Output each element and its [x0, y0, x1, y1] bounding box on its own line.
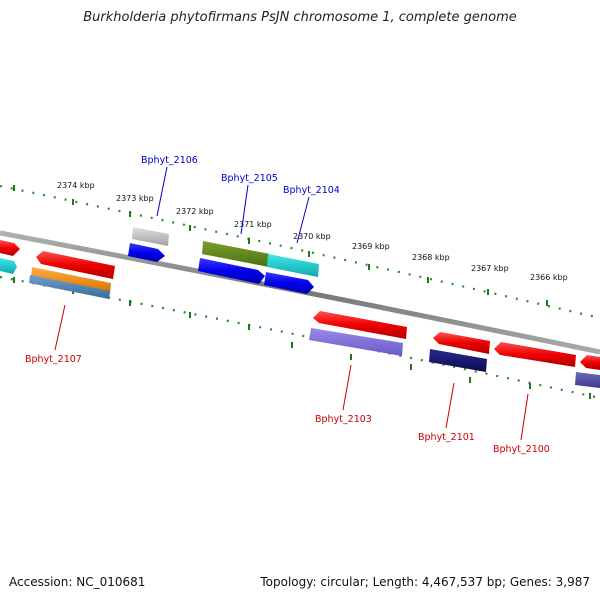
gene-arrow — [29, 275, 110, 299]
scale-labels: 2374 kbp 2373 kbp 2372 kbp 2371 kbp 2370… — [57, 181, 568, 282]
forward-leaders — [156, 166, 310, 244]
gene-label-reverse[interactable]: Bphyt_2101 — [418, 432, 475, 443]
forward-genes — [0, 227, 319, 294]
gene-arrow — [132, 227, 169, 246]
gene-arrow — [267, 254, 319, 277]
scale-label: 2373 kbp — [116, 194, 154, 203]
gene-arrow — [309, 328, 403, 356]
gene-label-forward[interactable]: Bphyt_2104 — [283, 185, 340, 196]
reverse-leaders — [54, 304, 529, 441]
outer-scale-track — [0, 184, 600, 320]
gene-arrow — [36, 251, 115, 279]
gene-arrow — [313, 311, 407, 339]
gene-arrow — [128, 243, 165, 262]
reverse-genes — [29, 251, 600, 388]
scale-label: 2366 kbp — [530, 273, 568, 282]
accession-text: Accession: NC_010681 — [9, 575, 146, 589]
gene-arrow — [202, 241, 270, 267]
scale-label: 2369 kbp — [352, 242, 390, 251]
gene-arrow — [198, 258, 265, 284]
scale-label: 2367 kbp — [471, 264, 509, 273]
gene-arrow — [0, 240, 20, 256]
gene-arrow — [0, 258, 17, 274]
scale-label: 2374 kbp — [57, 181, 95, 190]
map-title: Burkholderia phytofirmans PsJN chromosom… — [83, 10, 517, 25]
gene-arrow — [429, 349, 487, 372]
gene-arrow — [494, 342, 576, 367]
gene-label-forward[interactable]: Bphyt_2106 — [141, 155, 198, 166]
gene-label-forward[interactable]: Bphyt_2105 — [221, 173, 278, 184]
scale-label: 2368 kbp — [412, 253, 450, 262]
gene-label-reverse[interactable]: Bphyt_2107 — [25, 354, 82, 365]
outer-scale-ticks — [13, 185, 548, 306]
gene-arrow — [433, 332, 490, 354]
gene-arrow — [575, 372, 600, 388]
gene-label-reverse[interactable]: Bphyt_2103 — [315, 414, 372, 425]
gene-arrow — [264, 272, 314, 294]
scale-label: 2371 kbp — [234, 220, 272, 229]
gene-label-reverse[interactable]: Bphyt_2100 — [493, 444, 550, 455]
scale-label: 2372 kbp — [176, 207, 214, 216]
scale-label: 2370 kbp — [293, 232, 331, 241]
gene-arrow — [580, 355, 600, 370]
genome-summary-text: Topology: circular; Length: 4,467,537 bp… — [260, 575, 590, 589]
